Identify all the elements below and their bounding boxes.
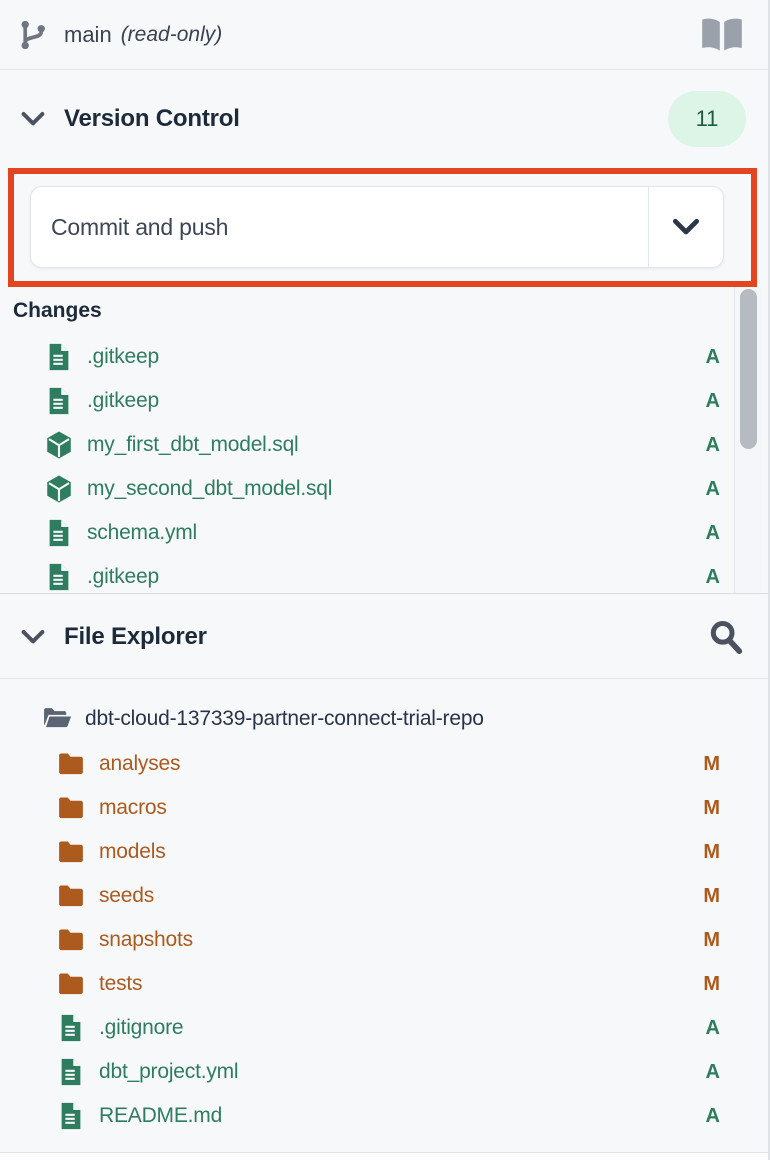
model-cube-icon [44, 430, 74, 460]
file-explorer-header[interactable]: File Explorer [0, 596, 768, 679]
changed-file-row[interactable]: schema.yml A [0, 511, 768, 555]
tree-item[interactable]: macros M [0, 786, 768, 830]
search-icon[interactable] [706, 616, 746, 658]
tree-item[interactable]: models M [0, 830, 768, 874]
chevron-down-icon[interactable] [18, 622, 48, 652]
item-name: my_second_dbt_model.sql [87, 477, 333, 500]
changed-file-row[interactable]: my_second_dbt_model.sql A [0, 467, 768, 511]
file-document-icon [56, 1057, 86, 1087]
chevron-down-icon [672, 218, 700, 235]
item-name: tests [99, 972, 143, 995]
folder-icon [56, 749, 86, 779]
git-status-letter: A [705, 389, 720, 412]
folder-icon [56, 925, 86, 955]
file-document-icon [44, 342, 74, 372]
git-status-letter: A [705, 521, 720, 544]
git-status-letter: A [705, 1104, 720, 1127]
tree-item[interactable]: analyses M [0, 742, 768, 786]
item-name: seeds [99, 884, 155, 907]
git-status-letter: M [703, 752, 720, 775]
item-name: .gitkeep [87, 389, 159, 412]
git-status-letter: M [703, 796, 720, 819]
item-name: snapshots [99, 928, 193, 951]
folder-icon [56, 837, 86, 867]
item-name: .gitkeep [87, 345, 159, 368]
branch-bar: main (read-only) [0, 0, 768, 70]
item-name: dbt-cloud-137339-partner-connect-trial-r… [85, 707, 484, 730]
tree-item[interactable]: .gitignore A [0, 1006, 768, 1050]
item-name: analyses [99, 752, 181, 775]
changes-label: Changes [13, 299, 102, 322]
tree-item[interactable]: README.md A [0, 1094, 768, 1138]
changed-file-row[interactable]: .gitkeep A [0, 555, 768, 593]
git-status-letter: M [703, 972, 720, 995]
version-control-header[interactable]: Version Control 11 [0, 71, 768, 166]
file-document-icon [44, 562, 74, 592]
chevron-down-icon[interactable] [18, 104, 48, 134]
panel-bottom-strip [0, 1153, 768, 1160]
item-name: schema.yml [87, 521, 198, 544]
tree-item[interactable]: tests M [0, 962, 768, 1006]
item-name: .gitignore [99, 1016, 184, 1039]
git-status-letter: M [703, 928, 720, 951]
commit-options-dropdown-button[interactable] [649, 187, 723, 267]
changed-file-row[interactable]: my_first_dbt_model.sql A [0, 423, 768, 467]
git-status-letter: M [703, 884, 720, 907]
changed-file-row[interactable]: .gitkeep A [0, 335, 768, 379]
git-status-letter: A [705, 477, 720, 500]
model-cube-icon [44, 474, 74, 504]
git-branch-icon [21, 20, 45, 49]
branch-name: main [64, 21, 112, 47]
git-status-letter: M [703, 840, 720, 863]
commit-and-push-button[interactable]: Commit and push [51, 213, 229, 240]
commit-split-button: Commit and push [30, 186, 724, 268]
changed-file-row[interactable]: .gitkeep A [0, 379, 768, 423]
changes-scrollbar-track[interactable] [734, 287, 762, 593]
folder-icon [56, 969, 86, 999]
git-status-letter: A [705, 1060, 720, 1083]
tree-item[interactable]: snapshots M [0, 918, 768, 962]
docs-book-icon[interactable] [698, 13, 746, 57]
item-name: my_first_dbt_model.sql [87, 433, 299, 456]
file-document-icon [44, 386, 74, 416]
item-name: models [99, 840, 166, 863]
git-status-letter: A [705, 1016, 720, 1039]
folder-icon [56, 793, 86, 823]
tree-item[interactable]: dbt_project.yml A [0, 1050, 768, 1094]
changes-count-badge: 11 [668, 90, 746, 147]
changes-scrollbar-thumb[interactable] [740, 289, 757, 449]
item-name: dbt_project.yml [99, 1060, 239, 1083]
item-name: README.md [99, 1104, 223, 1127]
tutorial-highlight-box: Commit and push [8, 168, 757, 287]
item-name: .gitkeep [87, 565, 159, 588]
folder-open-icon [42, 704, 72, 734]
tree-item[interactable]: seeds M [0, 874, 768, 918]
file-document-icon [56, 1101, 86, 1131]
file-tree: dbt-cloud-137339-partner-connect-trial-r… [0, 680, 768, 1153]
tree-root-folder[interactable]: dbt-cloud-137339-partner-connect-trial-r… [0, 696, 768, 742]
version-control-title: Version Control [64, 104, 240, 132]
branch-readonly-label: (read-only) [120, 22, 223, 46]
file-explorer-title: File Explorer [64, 623, 207, 650]
folder-icon [56, 881, 86, 911]
git-status-letter: A [705, 433, 720, 456]
item-name: macros [99, 796, 167, 819]
button-divider [648, 187, 649, 267]
git-status-letter: A [705, 345, 720, 368]
file-document-icon [56, 1013, 86, 1043]
git-status-letter: A [705, 565, 720, 588]
file-document-icon [44, 518, 74, 548]
